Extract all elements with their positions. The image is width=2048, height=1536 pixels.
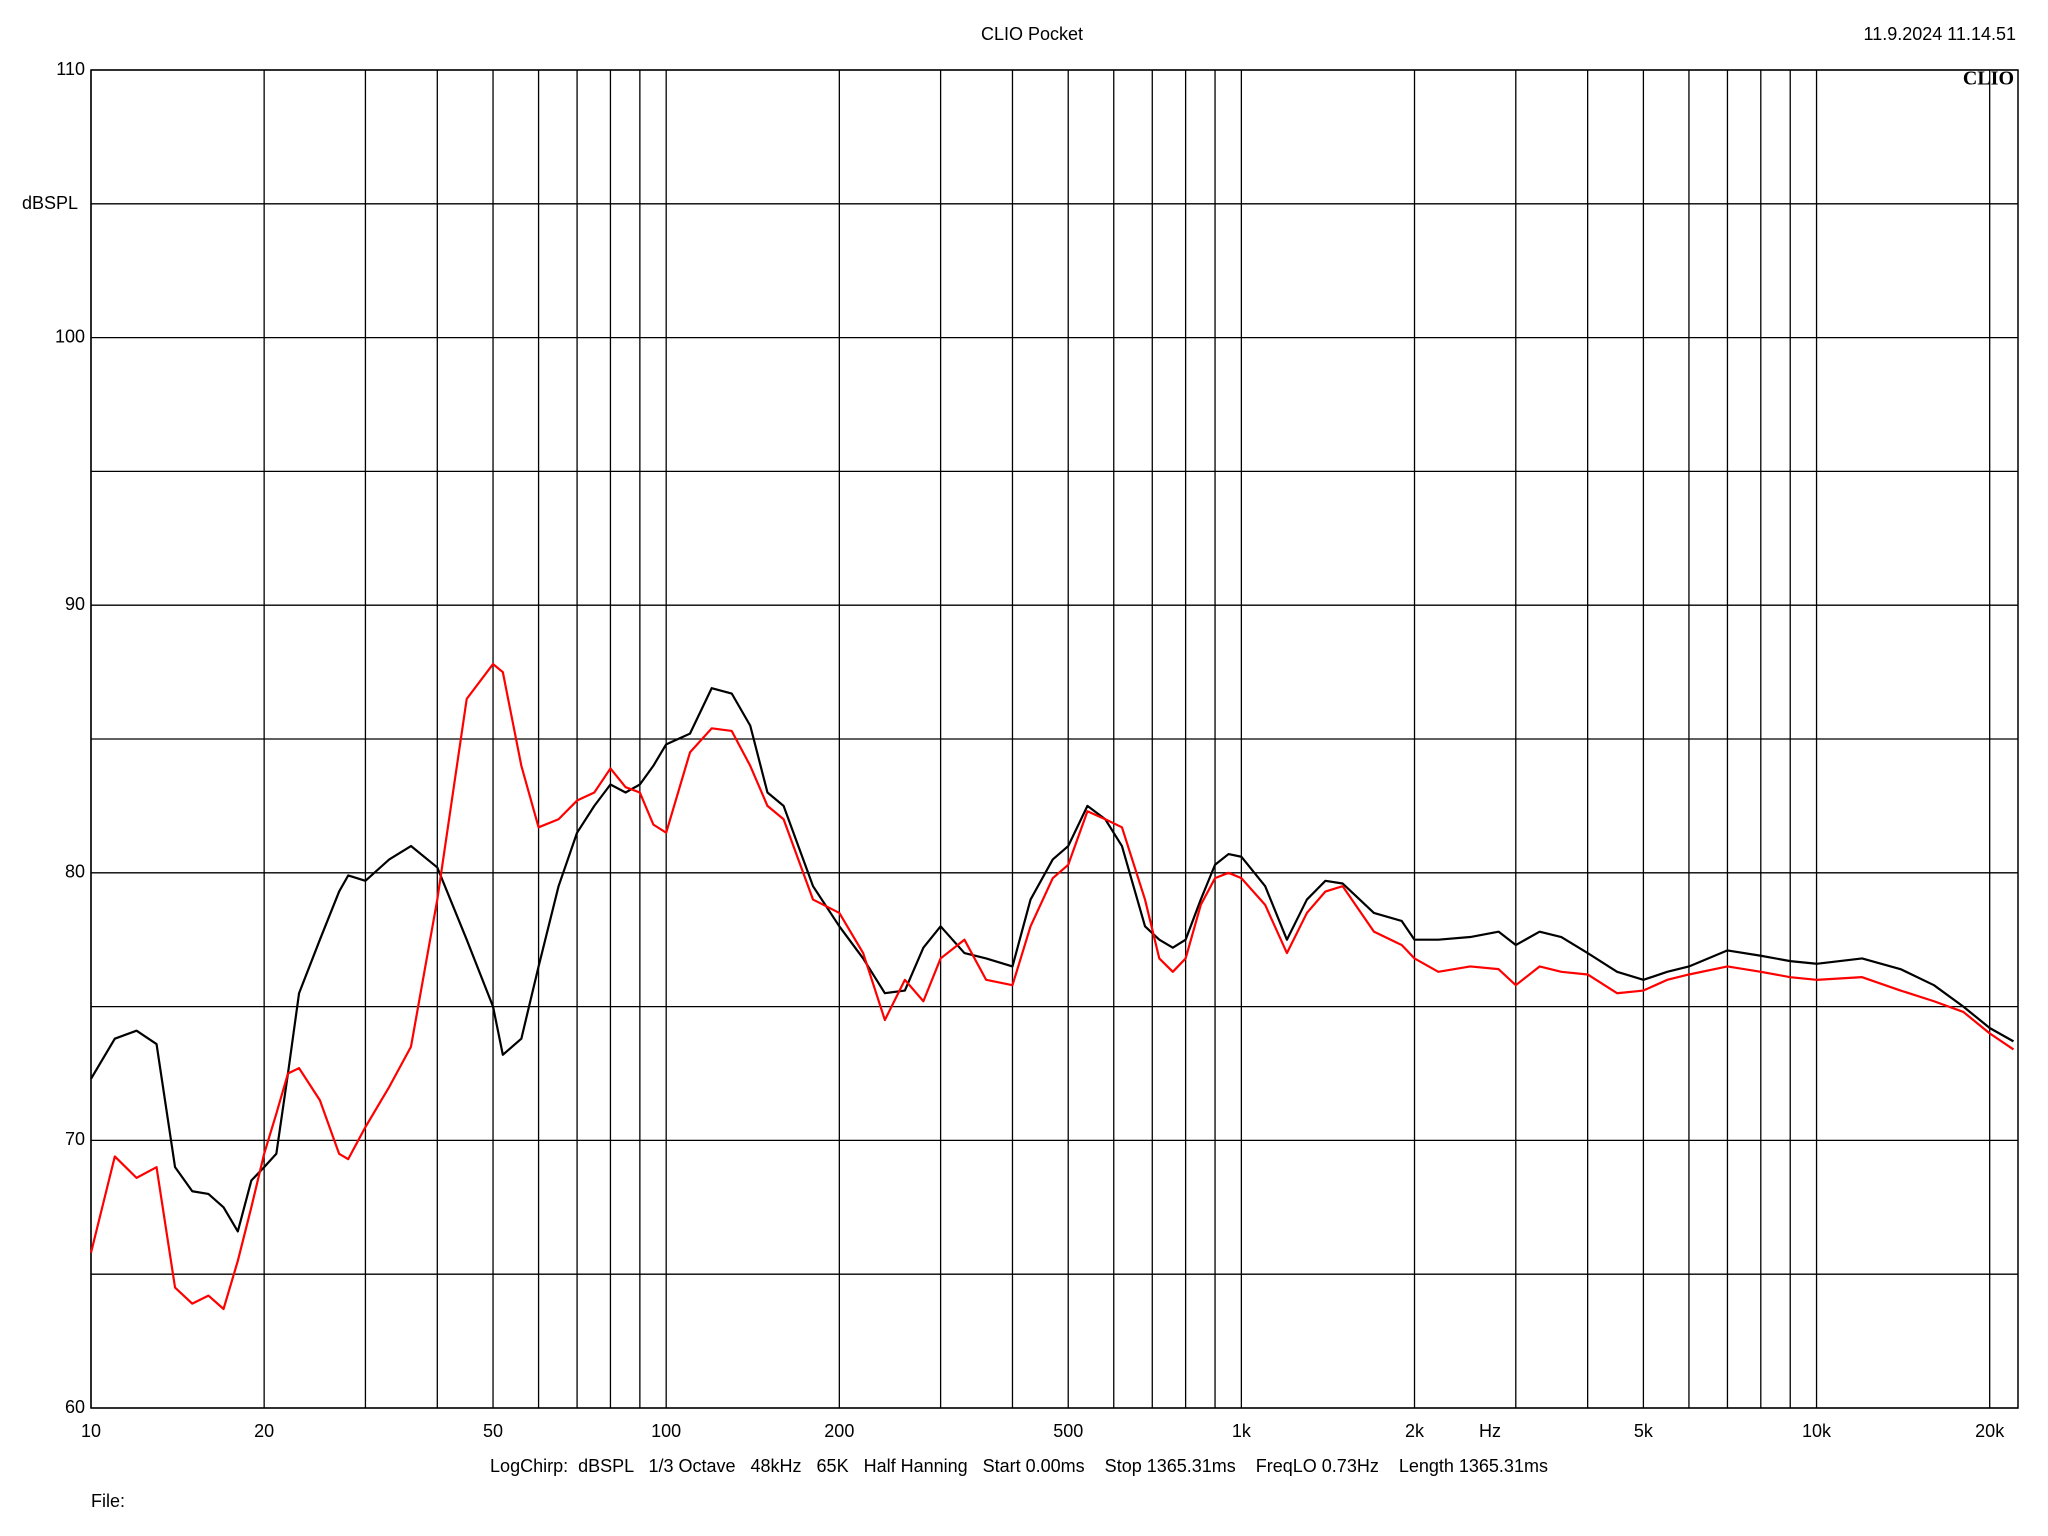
x-tick-label: 5k [1634,1421,1654,1441]
y-tick-label: 110 [56,59,85,79]
y-tick-label: 100 [55,326,85,346]
x-tick-label: 500 [1053,1421,1083,1441]
y-tick-label: 80 [65,862,85,882]
y-tick-label: 90 [65,594,85,614]
footer: LogChirp: dBSPL 1/3 Octave 48kHz 65K Hal… [490,1456,1548,1476]
x-tick-label: 2k [1405,1421,1425,1441]
series-line [89,662,2015,1311]
logo: CLIO [1963,68,2014,90]
x-tick-label: 50 [483,1421,503,1441]
x-tick-label: 10 [81,1421,101,1441]
x-axis-label: Hz [1479,1421,1501,1441]
x-tick-label: 200 [824,1421,854,1441]
timestamp: 11.9.2024 11.14.51 [1864,24,2016,44]
y-tick-label: 60 [65,1397,85,1417]
x-tick-label: 10k [1802,1421,1832,1441]
series-line [90,687,2015,1233]
y-tick-label: 70 [65,1129,85,1149]
chart-title: CLIO Pocket [981,24,1083,44]
x-tick-label: 1k [1232,1421,1252,1441]
x-tick-label: 20k [1975,1421,2005,1441]
x-tick-label: 100 [651,1421,681,1441]
file-label: File: [91,1491,125,1511]
x-tick-label: 20 [254,1421,274,1441]
y-axis-label: dBSPL [22,193,78,213]
